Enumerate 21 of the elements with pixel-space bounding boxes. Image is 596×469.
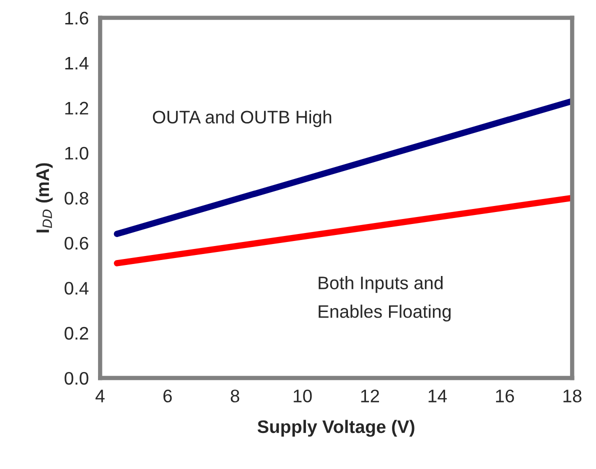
- y-tick-label: 0.4: [64, 282, 88, 295]
- x-tick-label: 8: [230, 390, 240, 402]
- x-tick-label: 6: [163, 390, 172, 402]
- text: Both Inputs and Enables Floating: [318, 276, 451, 322]
- y-tick-label: 0.2: [64, 326, 88, 340]
- x-tick-label: 12: [361, 390, 379, 402]
- y-tick-label: 1.0: [65, 146, 88, 160]
- x-tick-label: 4: [96, 390, 105, 402]
- x-tick-label: 16: [496, 390, 514, 402]
- x-tick-label: 18: [563, 390, 582, 402]
- y-axis-title: I$_{DD}$ (mA): [36, 163, 53, 232]
- y-tick-label: 0.6: [64, 236, 88, 250]
- y-tick-label: 0.0: [64, 372, 88, 385]
- text: OUTA and OUTB High: [152, 110, 332, 128]
- y-tick-label: 1.2: [65, 102, 88, 114]
- x-axis-title: Supply Voltage (V): [258, 420, 414, 437]
- y-tick-label: 1.6: [65, 12, 88, 25]
- x-tick-label: 14: [428, 390, 447, 402]
- y-tick-label: 0.8: [64, 192, 88, 205]
- y-tick-label: 1.4: [65, 56, 88, 70]
- x-tick-label: 10: [294, 390, 312, 402]
